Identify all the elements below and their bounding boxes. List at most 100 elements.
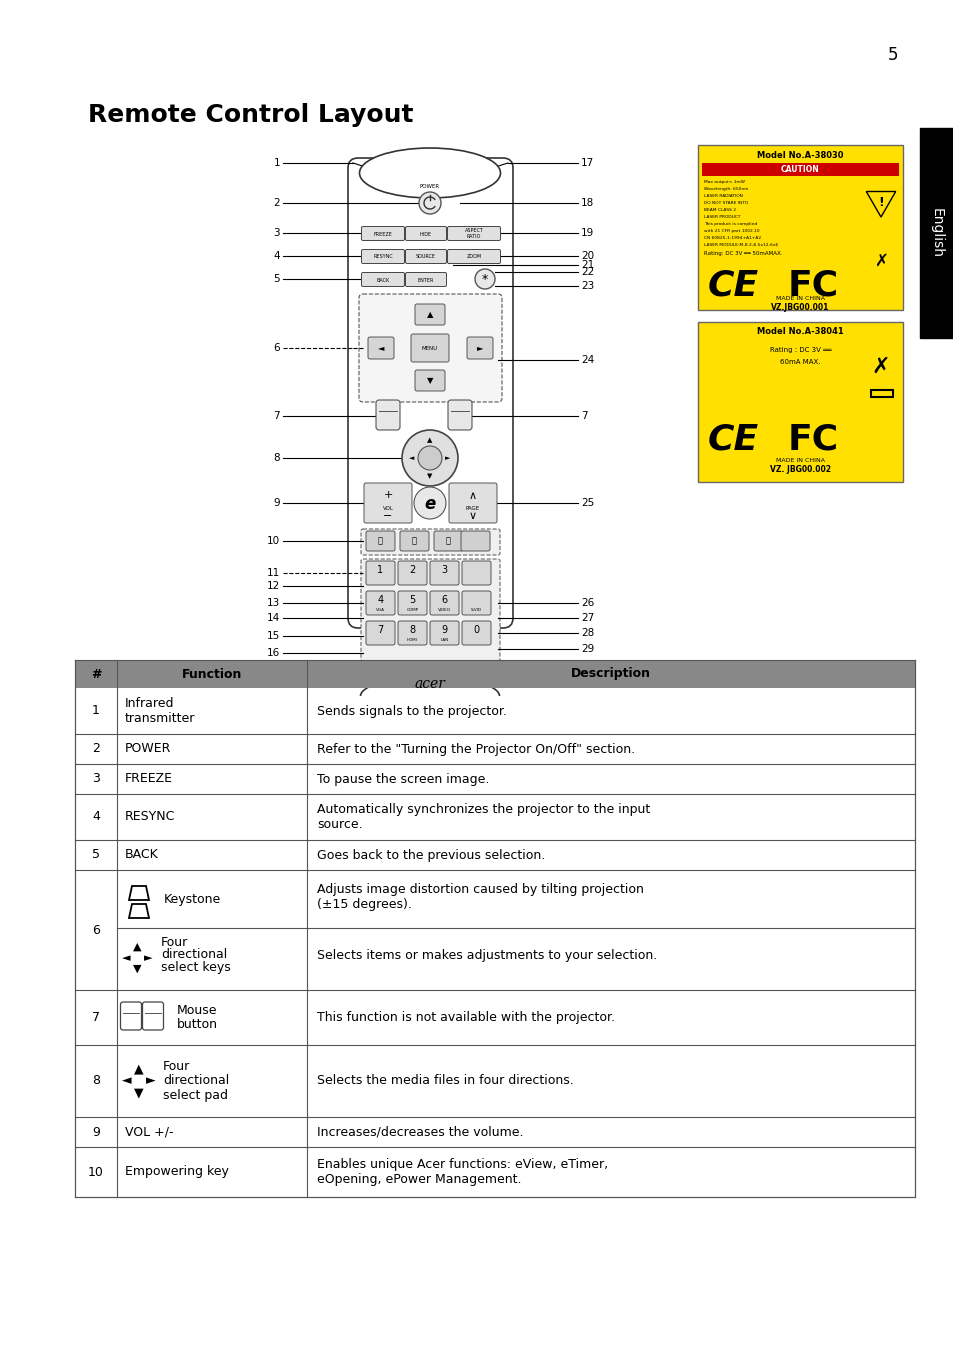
Text: Wavelength: 650nm: Wavelength: 650nm xyxy=(703,188,747,192)
Text: VOL +/-: VOL +/- xyxy=(125,1125,173,1139)
Text: Enables unique Acer functions: eView, eTimer,
eOpening, ePower Management.: Enables unique Acer functions: eView, eT… xyxy=(316,1158,607,1186)
Text: 3: 3 xyxy=(274,229,280,238)
Text: ✗: ✗ xyxy=(871,357,889,376)
Text: ►: ► xyxy=(476,344,483,352)
Circle shape xyxy=(401,430,457,486)
Text: LASER RADIATION: LASER RADIATION xyxy=(703,194,742,199)
FancyBboxPatch shape xyxy=(447,226,500,241)
Text: CE: CE xyxy=(707,268,759,303)
Text: 24: 24 xyxy=(580,355,594,366)
Text: 15: 15 xyxy=(267,631,280,641)
FancyBboxPatch shape xyxy=(430,561,458,585)
Text: ▼: ▼ xyxy=(132,964,141,973)
Text: ENTER: ENTER xyxy=(417,278,434,282)
Text: Rating: DC 3V ══ 50mAMAX.: Rating: DC 3V ══ 50mAMAX. xyxy=(703,251,781,256)
Text: 3: 3 xyxy=(441,565,447,575)
Text: RESYNC: RESYNC xyxy=(373,255,393,260)
FancyBboxPatch shape xyxy=(415,304,444,324)
Text: 2: 2 xyxy=(274,199,280,208)
Bar xyxy=(75,764,914,794)
Text: HDMI: HDMI xyxy=(407,638,417,642)
Text: ASPECT: ASPECT xyxy=(464,229,483,234)
Text: 7: 7 xyxy=(91,1010,100,1024)
Circle shape xyxy=(418,192,440,214)
FancyBboxPatch shape xyxy=(415,370,444,392)
Text: directional: directional xyxy=(161,949,227,961)
Text: 1: 1 xyxy=(377,565,383,575)
Text: acer: acer xyxy=(415,678,445,691)
Text: ►: ► xyxy=(144,953,152,962)
Text: This function is not available with the projector.: This function is not available with the … xyxy=(316,1010,615,1024)
Text: Adjusts image distortion caused by tilting projection
(±15 degrees).: Adjusts image distortion caused by tilti… xyxy=(316,883,643,910)
Text: 28: 28 xyxy=(580,628,594,638)
Text: CE: CE xyxy=(707,423,759,457)
Text: FREEZE: FREEZE xyxy=(374,231,392,237)
Text: Sends signals to the projector.: Sends signals to the projector. xyxy=(316,705,506,717)
Text: 20: 20 xyxy=(580,251,594,261)
Text: 12: 12 xyxy=(267,580,280,591)
Text: Keystone: Keystone xyxy=(164,893,221,905)
Text: FC: FC xyxy=(787,268,839,303)
FancyBboxPatch shape xyxy=(461,561,491,585)
Text: +: + xyxy=(383,490,393,500)
Text: English: English xyxy=(929,208,943,257)
Text: Selects items or makes adjustments to your selection.: Selects items or makes adjustments to yo… xyxy=(316,949,657,961)
Text: This product is complied: This product is complied xyxy=(703,222,757,226)
Text: 5: 5 xyxy=(409,596,416,605)
Text: 4: 4 xyxy=(377,596,383,605)
FancyBboxPatch shape xyxy=(430,622,458,645)
Bar xyxy=(870,390,892,397)
Text: select pad: select pad xyxy=(163,1088,228,1102)
Text: ►: ► xyxy=(445,455,450,461)
Text: ⏮: ⏮ xyxy=(377,537,382,545)
Text: 21: 21 xyxy=(580,260,594,270)
Text: directional: directional xyxy=(163,1075,229,1087)
Text: ▲: ▲ xyxy=(134,1062,144,1076)
Text: MENU: MENU xyxy=(421,345,437,350)
Text: Function: Function xyxy=(182,668,242,680)
Text: 6: 6 xyxy=(274,344,280,353)
FancyBboxPatch shape xyxy=(411,334,449,361)
Text: FREEZE: FREEZE xyxy=(125,772,172,786)
Text: CAUTION: CAUTION xyxy=(781,166,819,174)
Text: 9: 9 xyxy=(92,1125,100,1139)
FancyBboxPatch shape xyxy=(348,157,513,628)
Text: 5: 5 xyxy=(91,849,100,861)
Bar xyxy=(75,689,914,734)
FancyBboxPatch shape xyxy=(360,528,499,554)
FancyBboxPatch shape xyxy=(447,249,500,263)
Text: 7: 7 xyxy=(580,411,587,422)
Text: ∧: ∧ xyxy=(469,491,476,501)
Text: 4: 4 xyxy=(274,251,280,261)
Text: ▲: ▲ xyxy=(427,437,433,444)
Text: Model No.A-38041: Model No.A-38041 xyxy=(757,327,843,337)
FancyBboxPatch shape xyxy=(399,531,429,550)
Bar xyxy=(75,1045,914,1117)
Bar xyxy=(75,990,914,1045)
Text: 7: 7 xyxy=(274,411,280,422)
Text: 2: 2 xyxy=(92,742,100,756)
FancyBboxPatch shape xyxy=(361,226,404,241)
Text: 10: 10 xyxy=(88,1165,104,1179)
Text: To pause the screen image.: To pause the screen image. xyxy=(316,772,489,786)
Bar xyxy=(698,322,902,482)
Text: 14: 14 xyxy=(267,613,280,623)
FancyBboxPatch shape xyxy=(448,400,472,430)
Text: DO NOT STARE INTO: DO NOT STARE INTO xyxy=(703,201,747,205)
Text: ⏯: ⏯ xyxy=(412,537,416,545)
Text: ▼: ▼ xyxy=(426,376,433,386)
Circle shape xyxy=(475,268,495,289)
Text: CN 60825-1:1994+A1+A2: CN 60825-1:1994+A1+A2 xyxy=(703,235,760,240)
FancyBboxPatch shape xyxy=(467,337,493,359)
Text: 13: 13 xyxy=(267,598,280,608)
Text: ∨: ∨ xyxy=(469,511,476,522)
Text: Mouse: Mouse xyxy=(177,1003,217,1017)
Text: LAN: LAN xyxy=(440,638,448,642)
Text: 16: 16 xyxy=(267,648,280,658)
Text: e: e xyxy=(424,496,436,513)
Text: 9: 9 xyxy=(274,498,280,508)
Text: ◄: ◄ xyxy=(122,1075,132,1087)
Text: Rating : DC 3V ══: Rating : DC 3V ══ xyxy=(769,346,830,353)
Text: VGA: VGA xyxy=(375,608,385,612)
Text: Four: Four xyxy=(161,936,188,950)
